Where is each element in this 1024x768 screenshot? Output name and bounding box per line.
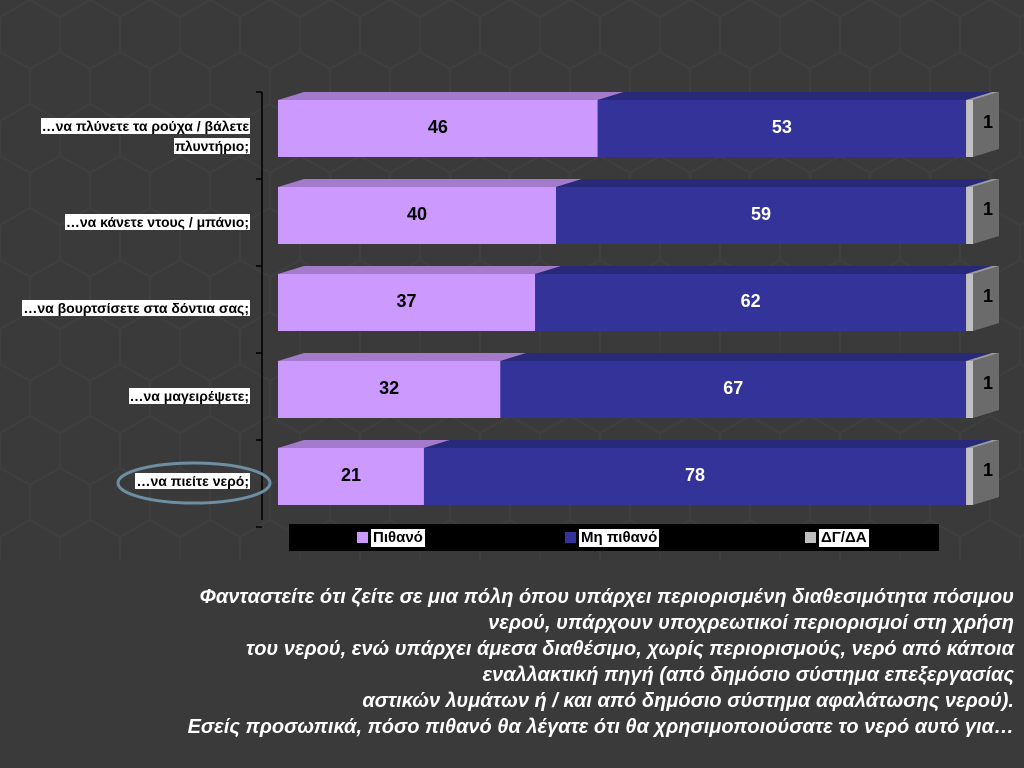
- bar-top-face: [966, 440, 999, 448]
- category-label: …να κάνετε ντους / μπάνιο;: [64, 214, 250, 230]
- bar-segment: [278, 448, 424, 505]
- bar-top-face: [278, 266, 562, 274]
- data-label: 1: [983, 199, 993, 219]
- bar-top-face: [423, 440, 993, 448]
- bar-top-face: [278, 440, 450, 448]
- data-label: 46: [428, 117, 448, 137]
- data-label: 78: [685, 465, 705, 485]
- data-label: 62: [741, 291, 761, 311]
- legend-label-unlikely: Μη πιθανό: [579, 528, 660, 547]
- bar-side-face: [973, 179, 999, 244]
- bar-segment: [597, 100, 967, 157]
- bar-segment: [966, 187, 973, 244]
- question-line: νερού, υπάρχουν υποχρεωτικοί περιορισμοί…: [488, 612, 1014, 634]
- bar-segment: [966, 274, 973, 331]
- bar-top-face: [535, 266, 993, 274]
- bar-side-face: [973, 440, 999, 505]
- bar-top-face: [278, 179, 582, 187]
- bar-segment: [535, 274, 967, 331]
- category-label: …να πλύνετε τα ρούχα / βάλετε πλυντήριο;: [40, 118, 250, 154]
- data-label: 53: [772, 117, 792, 137]
- bar-segment: [278, 187, 556, 244]
- legend-swatch-likely: [357, 532, 368, 543]
- bar-segment: [278, 100, 598, 157]
- bar-top-face: [278, 353, 527, 361]
- question-line: αστικών λυμάτων ή / και από δημόσιο σύστ…: [362, 690, 1014, 712]
- category-label: …να βουρτσίσετε στα δόντια σας;: [22, 300, 250, 316]
- bar-segment: [966, 448, 973, 505]
- bar-side-face: [973, 353, 999, 418]
- bar-segment: [500, 361, 967, 418]
- data-label: 1: [983, 112, 993, 132]
- category-label: …να μαγειρέψετε;: [128, 388, 250, 404]
- data-label: 37: [397, 291, 417, 311]
- highlight-ellipse: [116, 461, 272, 505]
- question-line: Φανταστείτε ότι ζείτε σε μια πόλη όπου υ…: [199, 586, 1014, 608]
- bar-segment: [278, 274, 536, 331]
- question-line: του νερού, ενώ υπάρχει άμεσα διαθέσιμο, …: [246, 638, 1014, 660]
- bar-top-face: [966, 179, 999, 187]
- bar-side-face: [973, 266, 999, 331]
- legend-item-dk-na: ΔΓ/ΔΑ: [805, 524, 869, 551]
- survey-question: Φανταστείτε ότι ζείτε σε μια πόλη όπου υ…: [40, 584, 1014, 740]
- bar-top-face: [966, 266, 999, 274]
- legend-label-dk-na: ΔΓ/ΔΑ: [819, 528, 869, 547]
- bar-segment: [278, 361, 501, 418]
- bar-segment: [423, 448, 967, 505]
- data-label: 32: [379, 378, 399, 398]
- data-label: 67: [723, 378, 743, 398]
- data-label: 40: [407, 204, 427, 224]
- data-label: 59: [751, 204, 771, 224]
- data-label: 1: [983, 373, 993, 393]
- legend-swatch-dk-na: [805, 532, 816, 543]
- bar-top-face: [278, 92, 624, 100]
- bar-side-face: [973, 92, 999, 157]
- bar-top-face: [966, 353, 999, 361]
- data-label: 21: [341, 465, 361, 485]
- legend: Πιθανό Μη πιθανό ΔΓ/ΔΑ: [289, 524, 939, 551]
- data-label: 1: [983, 460, 993, 480]
- bar-top-face: [597, 92, 993, 100]
- question-line: Εσείς προσωπικά, πόσο πιθανό θα λέγατε ό…: [187, 716, 1014, 738]
- legend-swatch-unlikely: [565, 532, 576, 543]
- data-label: 1: [983, 286, 993, 306]
- bar-top-face: [500, 353, 993, 361]
- legend-item-likely: Πιθανό: [357, 524, 425, 551]
- bar-top-face: [556, 179, 993, 187]
- bar-segment: [966, 100, 973, 157]
- bar-segment: [966, 361, 973, 418]
- question-line: εναλλακτική πηγή (από δημόσιο σύστημα επ…: [482, 664, 1014, 686]
- bar-top-face: [966, 92, 999, 100]
- category-label: …να πιείτε νερό;: [135, 473, 250, 489]
- stacked-bar-chart: 46 53 1 40 59 1 37 62 1 32 67 1 21 78 1: [256, 91, 999, 528]
- bar-segment: [556, 187, 967, 244]
- legend-label-likely: Πιθανό: [371, 528, 425, 547]
- legend-item-unlikely: Μη πιθανό: [565, 524, 660, 551]
